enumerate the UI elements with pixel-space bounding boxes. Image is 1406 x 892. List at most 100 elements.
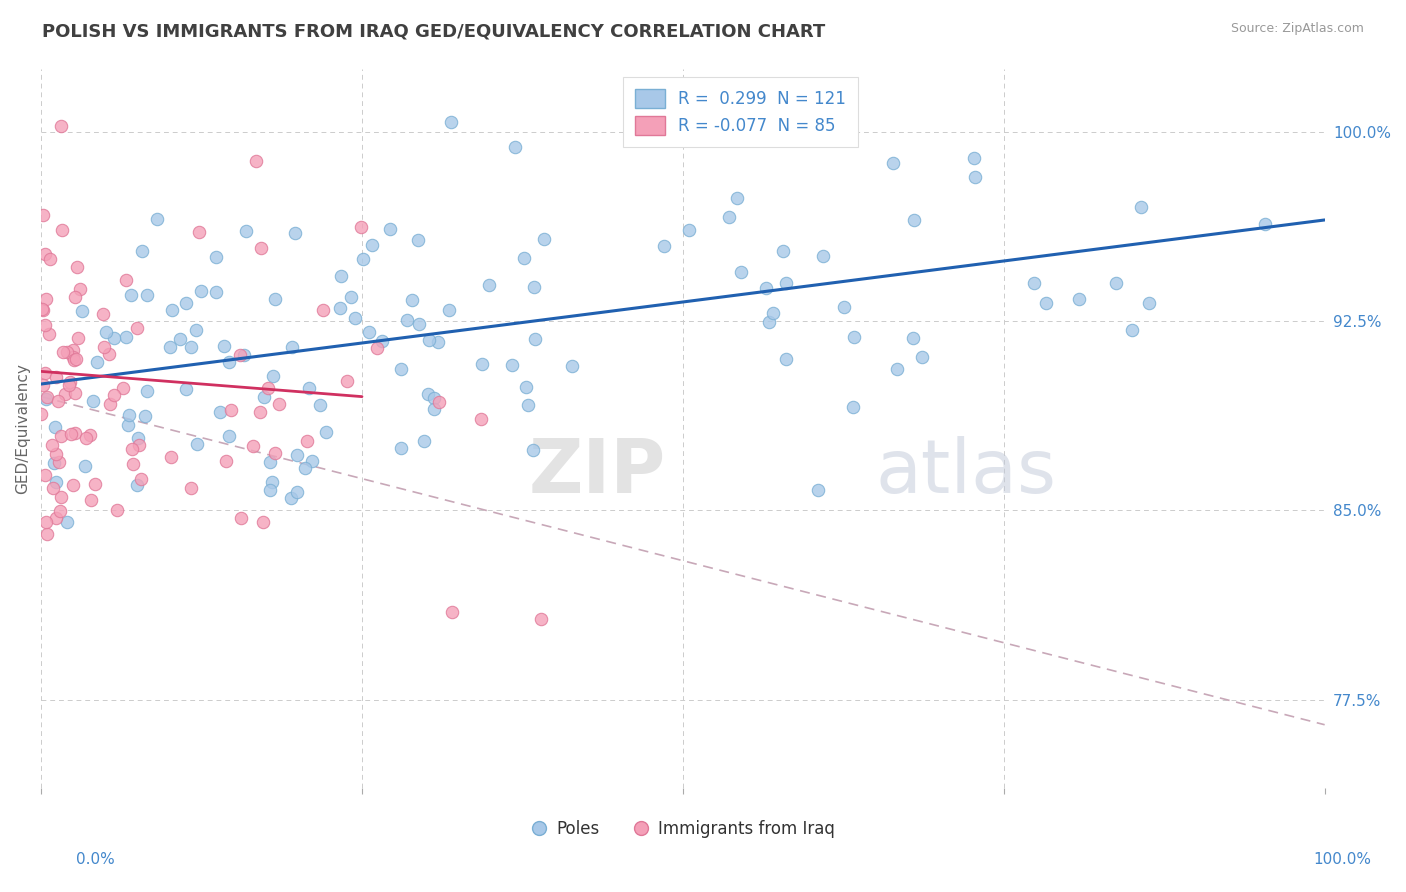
Point bbox=[406, 234, 429, 248]
Point bbox=[84, 476, 107, 491]
Point bbox=[503, 140, 526, 154]
Point bbox=[55, 344, 77, 359]
Point bbox=[32, 302, 55, 317]
Point bbox=[70, 304, 93, 318]
Point bbox=[41, 438, 63, 452]
Point bbox=[46, 394, 69, 409]
Point bbox=[41, 481, 63, 495]
Point bbox=[371, 334, 394, 349]
Point bbox=[34, 318, 56, 332]
Point bbox=[350, 219, 373, 234]
Point bbox=[114, 330, 136, 344]
Point bbox=[963, 169, 986, 184]
Point bbox=[127, 431, 149, 445]
Point bbox=[267, 397, 290, 411]
Point bbox=[37, 390, 59, 404]
Point bbox=[842, 401, 865, 415]
Point bbox=[775, 351, 797, 366]
Point bbox=[437, 303, 460, 318]
Point bbox=[295, 434, 318, 448]
Point bbox=[249, 405, 271, 419]
Point bbox=[882, 156, 904, 170]
Point bbox=[755, 280, 778, 294]
Point bbox=[117, 418, 139, 433]
Point bbox=[34, 292, 56, 306]
Point bbox=[725, 191, 748, 205]
Point bbox=[427, 394, 450, 409]
Point bbox=[478, 278, 501, 293]
Point bbox=[82, 394, 104, 409]
Point bbox=[58, 378, 80, 392]
Point bbox=[530, 612, 553, 626]
Point bbox=[229, 348, 252, 362]
Point bbox=[44, 419, 66, 434]
Point bbox=[329, 269, 352, 284]
Point bbox=[439, 115, 461, 129]
Point bbox=[250, 241, 273, 255]
Point bbox=[65, 425, 87, 440]
Point bbox=[842, 330, 865, 344]
Point bbox=[231, 510, 253, 524]
Point bbox=[215, 454, 238, 468]
Point bbox=[35, 516, 58, 530]
Point bbox=[34, 247, 56, 261]
Point bbox=[31, 301, 53, 316]
Point bbox=[49, 490, 72, 504]
Point bbox=[252, 515, 274, 529]
Point bbox=[97, 347, 120, 361]
Point bbox=[121, 458, 143, 472]
Point bbox=[533, 232, 555, 246]
Point bbox=[118, 409, 141, 423]
Point bbox=[775, 276, 797, 290]
Point bbox=[205, 285, 228, 299]
Point bbox=[284, 226, 307, 240]
Point bbox=[336, 374, 359, 388]
Point bbox=[408, 317, 430, 331]
Point bbox=[427, 334, 450, 349]
Point bbox=[903, 212, 925, 227]
Point bbox=[1121, 322, 1143, 336]
Point bbox=[98, 397, 121, 411]
Point bbox=[380, 221, 402, 235]
Point bbox=[418, 387, 440, 401]
Point bbox=[212, 339, 235, 353]
Point bbox=[169, 333, 191, 347]
Point bbox=[111, 381, 134, 395]
Point bbox=[758, 315, 780, 329]
Point bbox=[280, 340, 302, 354]
Point bbox=[127, 478, 149, 492]
Point bbox=[561, 359, 583, 373]
Point bbox=[39, 252, 62, 266]
Point bbox=[366, 341, 388, 355]
Point bbox=[259, 483, 281, 497]
Point bbox=[62, 352, 84, 367]
Point bbox=[329, 301, 352, 315]
Point bbox=[128, 438, 150, 452]
Point bbox=[389, 442, 412, 456]
Point bbox=[235, 224, 257, 238]
Point bbox=[253, 390, 276, 404]
Point bbox=[52, 344, 75, 359]
Point bbox=[66, 260, 89, 274]
Point bbox=[1130, 200, 1153, 214]
Point bbox=[678, 223, 700, 237]
Point bbox=[901, 331, 924, 345]
Point bbox=[413, 434, 436, 449]
Point bbox=[806, 483, 828, 498]
Text: POLISH VS IMMIGRANTS FROM IRAQ GED/EQUIVALENCY CORRELATION CHART: POLISH VS IMMIGRANTS FROM IRAQ GED/EQUIV… bbox=[42, 22, 825, 40]
Point bbox=[51, 119, 73, 133]
Point bbox=[160, 303, 183, 318]
Point bbox=[35, 526, 58, 541]
Point bbox=[1067, 293, 1090, 307]
Point bbox=[51, 223, 73, 237]
Point bbox=[233, 348, 256, 362]
Point bbox=[80, 493, 103, 508]
Point bbox=[103, 387, 125, 401]
Point bbox=[257, 381, 280, 395]
Point bbox=[772, 244, 794, 258]
Point bbox=[401, 293, 423, 307]
Point bbox=[730, 265, 752, 279]
Point bbox=[762, 306, 785, 320]
Point bbox=[45, 475, 67, 489]
Point bbox=[32, 378, 55, 392]
